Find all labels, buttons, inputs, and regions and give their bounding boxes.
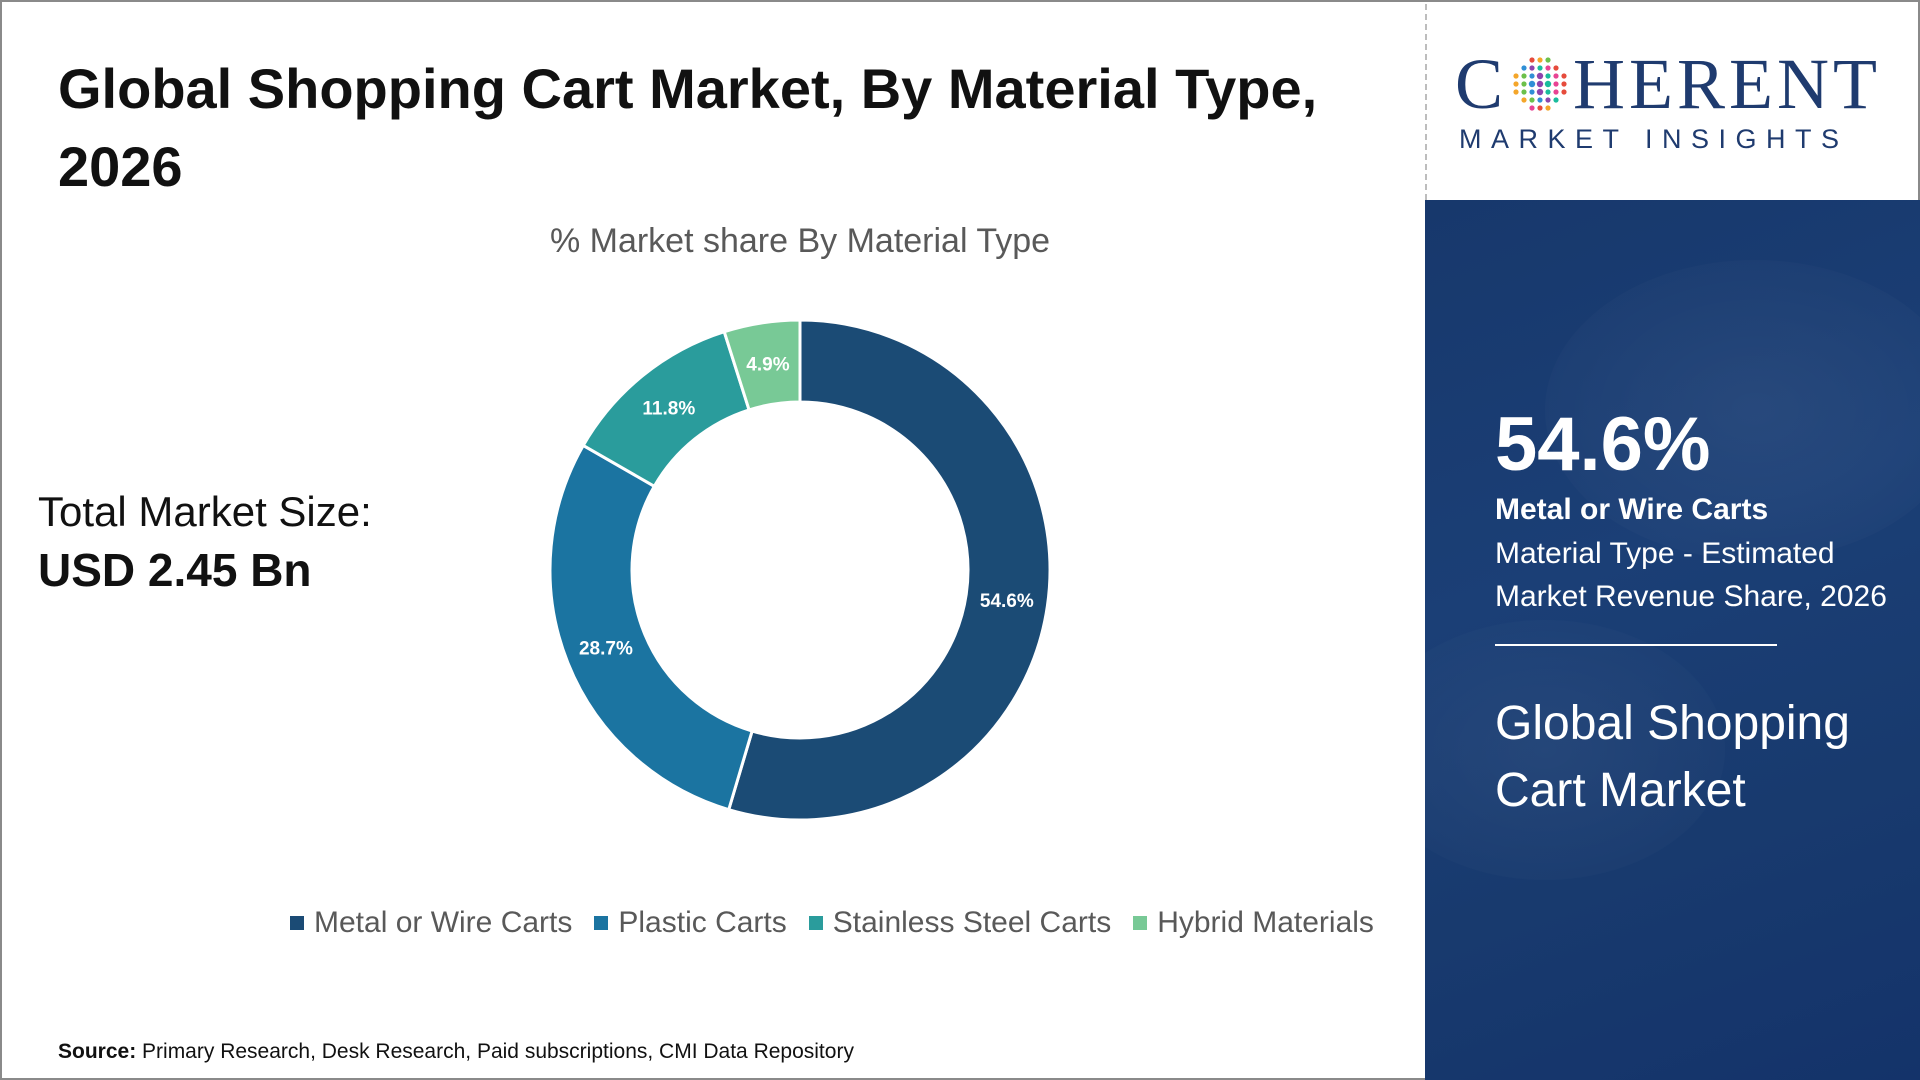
legend-label: Plastic Carts (618, 906, 787, 939)
donut-data-label: 4.9% (746, 354, 789, 375)
legend-item: Stainless Steel Carts (808, 906, 1112, 940)
legend-item: Hybrid Materials (1133, 906, 1374, 940)
donut-data-label: 54.6% (980, 591, 1034, 612)
legend-item: Plastic Carts (594, 906, 787, 940)
highlight-content: 54.6% Metal or Wire Carts Material Type … (1495, 400, 1895, 824)
donut-slice-plastic-carts (548, 443, 754, 812)
legend-item: Metal or Wire Carts (290, 906, 572, 940)
logo-letter-c: C (1455, 44, 1508, 124)
company-logo: C HERENT MARKET INSIGHTS (1455, 46, 1895, 156)
legend-label: Metal or Wire Carts (314, 906, 573, 939)
legend-swatch (290, 916, 304, 930)
donut-data-label: 11.8% (642, 398, 695, 419)
market-size-value: USD 2.45 Bn (38, 544, 312, 596)
highlight-market-name: Global Shopping Cart Market (1495, 697, 1850, 817)
donut-chart: 54.6% 28.7% 11.8% 4.9% (548, 318, 1052, 822)
donut-data-label: 28.7% (579, 639, 633, 660)
logo-letters-herent: HERENT (1573, 44, 1881, 124)
legend-swatch (594, 916, 609, 930)
legend-swatch (1133, 916, 1148, 930)
panel-texture (1545, 260, 1920, 560)
dotted-globe-icon (1513, 57, 1567, 111)
source-text: Primary Research, Desk Research, Paid su… (136, 1040, 854, 1063)
highlight-description: Material Type - Estimated Market Revenue… (1495, 537, 1887, 613)
legend-label: Hybrid Materials (1157, 906, 1374, 939)
page-title: Global Shopping Cart Market, By Material… (58, 57, 1318, 198)
logo-wordmark: C HERENT (1455, 46, 1895, 122)
highlight-panel: 54.6% Metal or Wire Carts Material Type … (1425, 200, 1920, 1080)
donut-labels: 54.6% 28.7% 11.8% 4.9% (579, 354, 1034, 659)
market-size-block: Total Market Size: USD 2.45 Bn (38, 484, 372, 600)
market-size-label: Total Market Size: (38, 488, 372, 535)
panel-texture (1425, 620, 1725, 880)
donut-slice-hybrid-materials (722, 318, 802, 412)
highlight-segment: Metal or Wire Carts (1495, 493, 1769, 526)
legend-swatch (808, 916, 823, 930)
source-note: Source: Primary Research, Desk Research,… (58, 1040, 854, 1064)
chart-legend: Metal or Wire Carts Plastic Carts Stainles… (290, 906, 1374, 940)
donut-slice-metal-or-wire-carts (726, 318, 1052, 822)
logo-tagline: MARKET INSIGHTS (1459, 124, 1849, 154)
legend-label: Stainless Steel Carts (832, 906, 1112, 939)
highlight-divider (1495, 644, 1777, 646)
chart-title: % Market share By Material Type (549, 222, 1051, 260)
header-divider (1425, 4, 1427, 200)
source-prefix: Source: (58, 1040, 137, 1063)
donut-slices (548, 318, 1052, 822)
highlight-percent: 54.6% (1495, 402, 1711, 487)
